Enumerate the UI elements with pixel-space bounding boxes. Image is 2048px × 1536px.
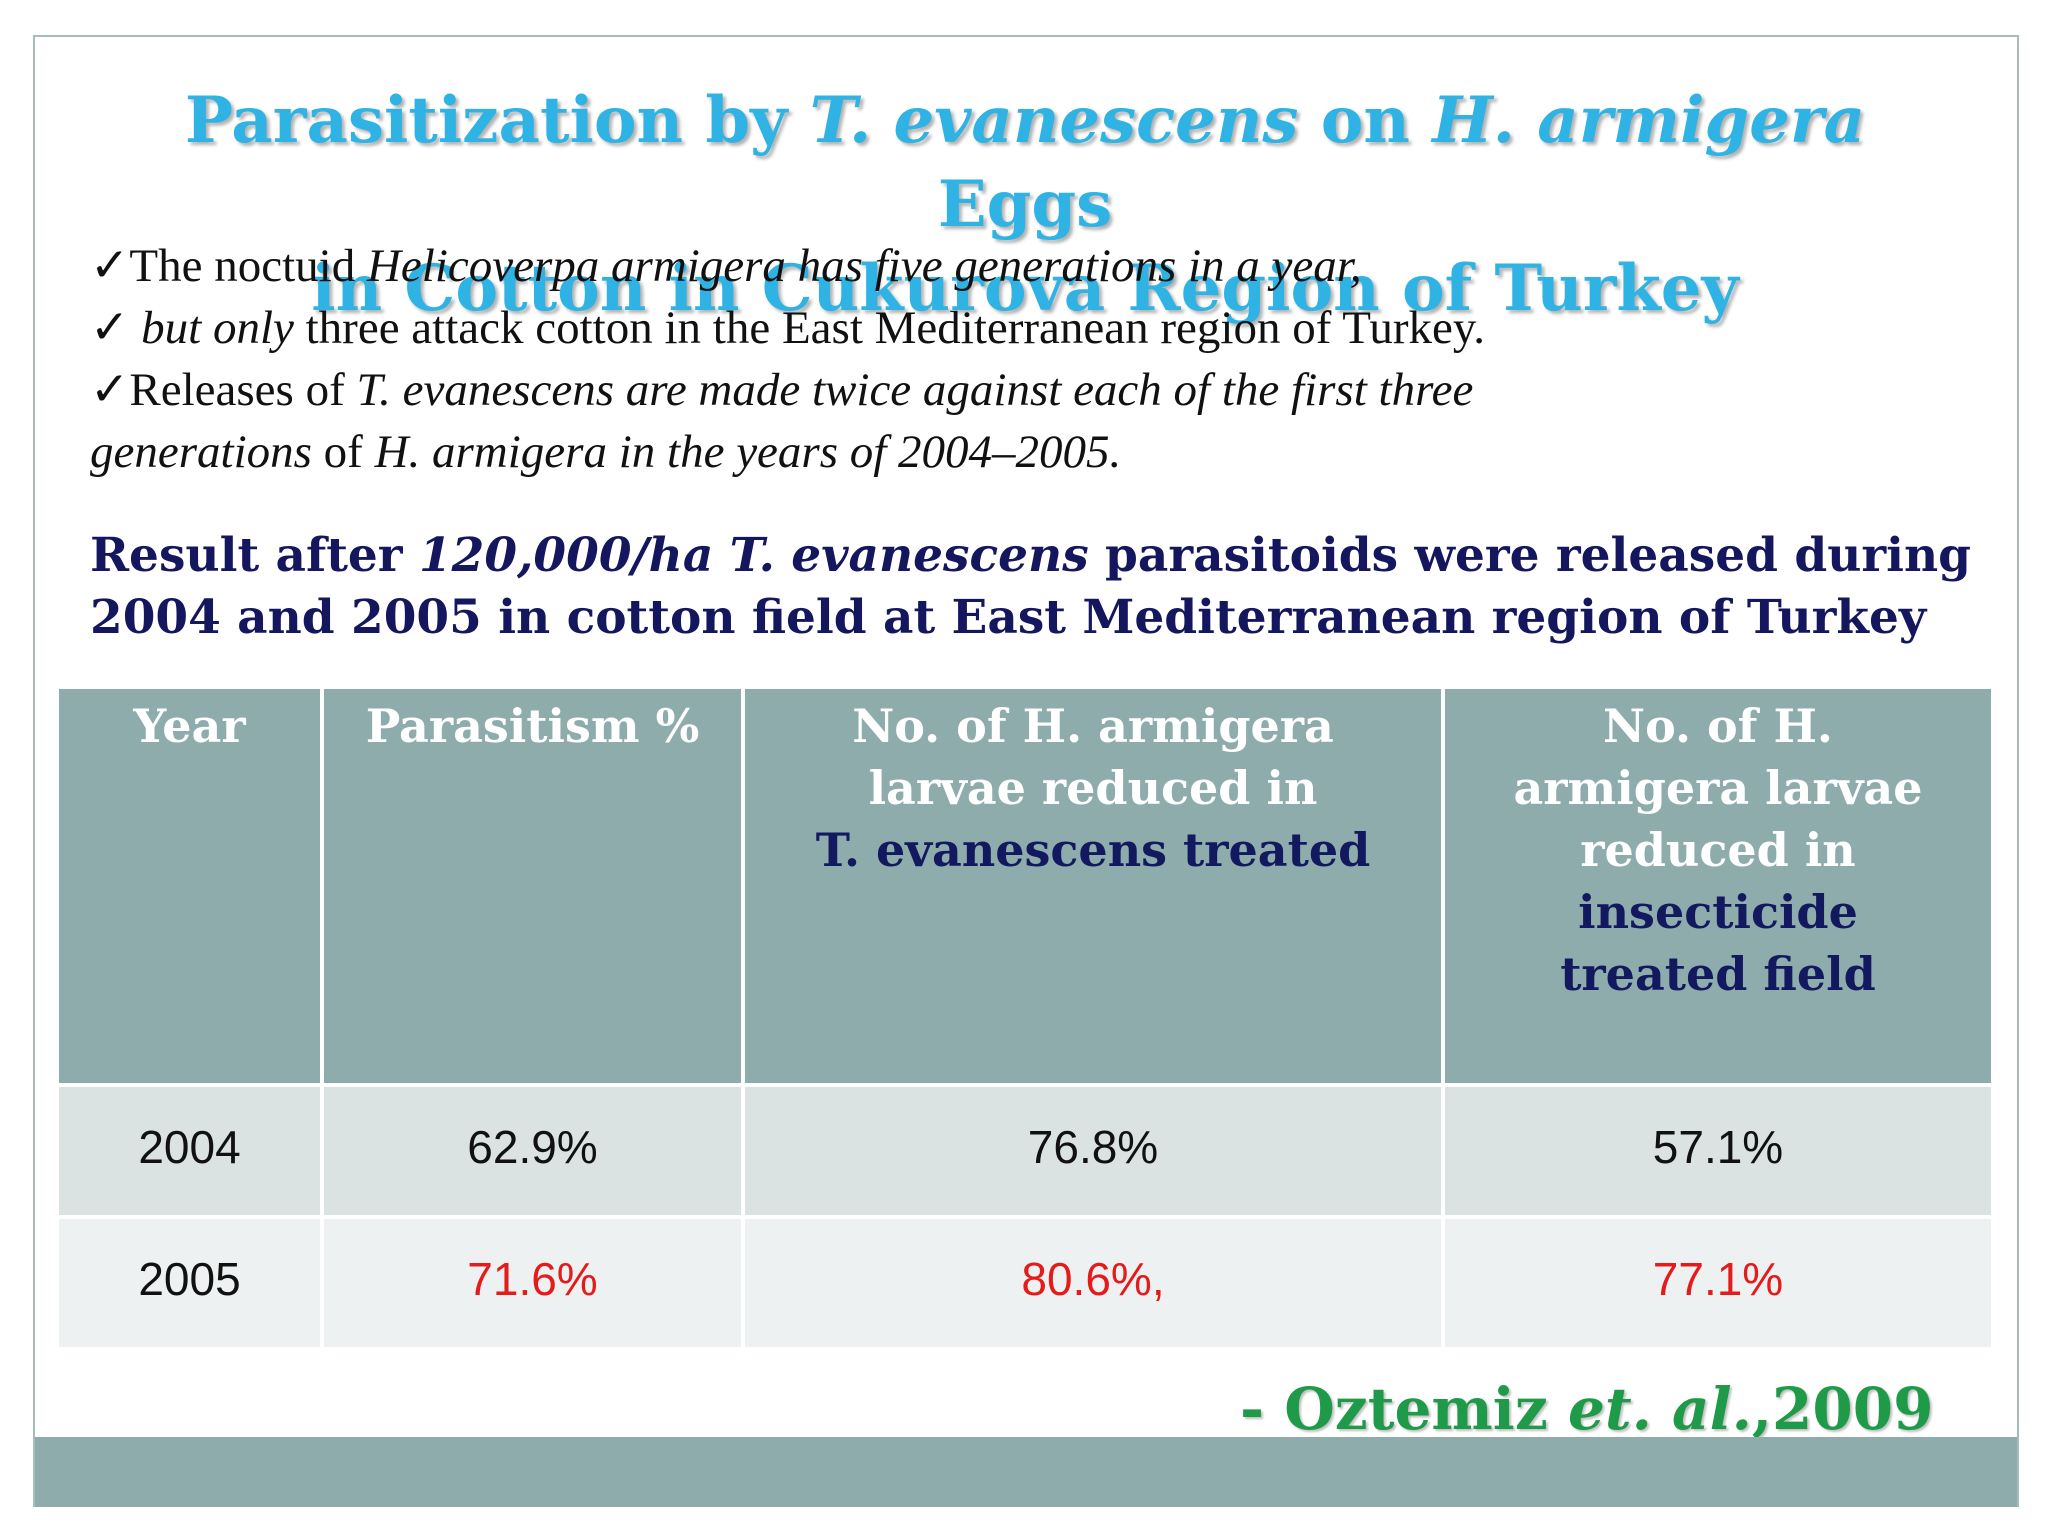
result-heading: Result after 120,000/ha T. evanescens pa…	[90, 528, 1972, 645]
header-insecticide-treated: No. of H. armigera larvae reduced in inse…	[1441, 685, 1995, 1087]
table-header-row: Year Parasitism % No. of H. armigera lar…	[55, 685, 1995, 1087]
check-icon: ✓	[90, 240, 130, 292]
cell-insecticide-reduction: 57.1%	[1441, 1083, 1995, 1219]
cell-te-reduction: 76.8%	[741, 1083, 1445, 1219]
header-parasitism: Parasitism %	[320, 685, 745, 1087]
bullet-list: ✓The noctuid Helicoverpa armigera has fi…	[90, 235, 1990, 483]
cell-te-reduction: 80.6%,	[741, 1215, 1445, 1351]
table-row: 2004 62.9% 76.8% 57.1%	[55, 1083, 1995, 1219]
table-row: 2005 71.6% 80.6%, 77.1%	[55, 1215, 1995, 1351]
bullet-item: ✓The noctuid Helicoverpa armigera has fi…	[90, 240, 1362, 292]
header-year: Year	[55, 685, 324, 1087]
cell-parasitism: 62.9%	[320, 1083, 745, 1219]
slide: Parasitization by T. evanescens on H. ar…	[33, 35, 2019, 1507]
title-line-1: Parasitization by T. evanescens on H. ar…	[184, 83, 1866, 242]
cell-year: 2005	[55, 1215, 324, 1351]
bullet-item: ✓ but only three attack cotton in the Ea…	[90, 302, 1486, 354]
citation: - Oztemiz et. al.,2009	[1240, 1375, 1934, 1443]
slide-title: Parasitization by T. evanescens on H. ar…	[105, 79, 1945, 331]
cell-insecticide-reduction: 77.1%	[1441, 1215, 1995, 1351]
footer-bar	[35, 1437, 2017, 1507]
header-te-treated: No. of H. armigera larvae reduced in T. e…	[741, 685, 1445, 1087]
bullet-item: ✓Releases of T. evanescens are made twic…	[90, 364, 1474, 416]
cell-parasitism: 71.6%	[320, 1215, 745, 1351]
results-table: Year Parasitism % No. of H. armigera lar…	[55, 685, 1995, 1351]
check-icon: ✓	[90, 364, 130, 416]
cell-year: 2004	[55, 1083, 324, 1219]
bullet-item-continuation: generations of H. armigera in the years …	[90, 426, 1122, 478]
title-line-2: in Cotton in Cukurova Region of Turkey	[311, 251, 1739, 326]
check-icon: ✓	[90, 302, 142, 354]
